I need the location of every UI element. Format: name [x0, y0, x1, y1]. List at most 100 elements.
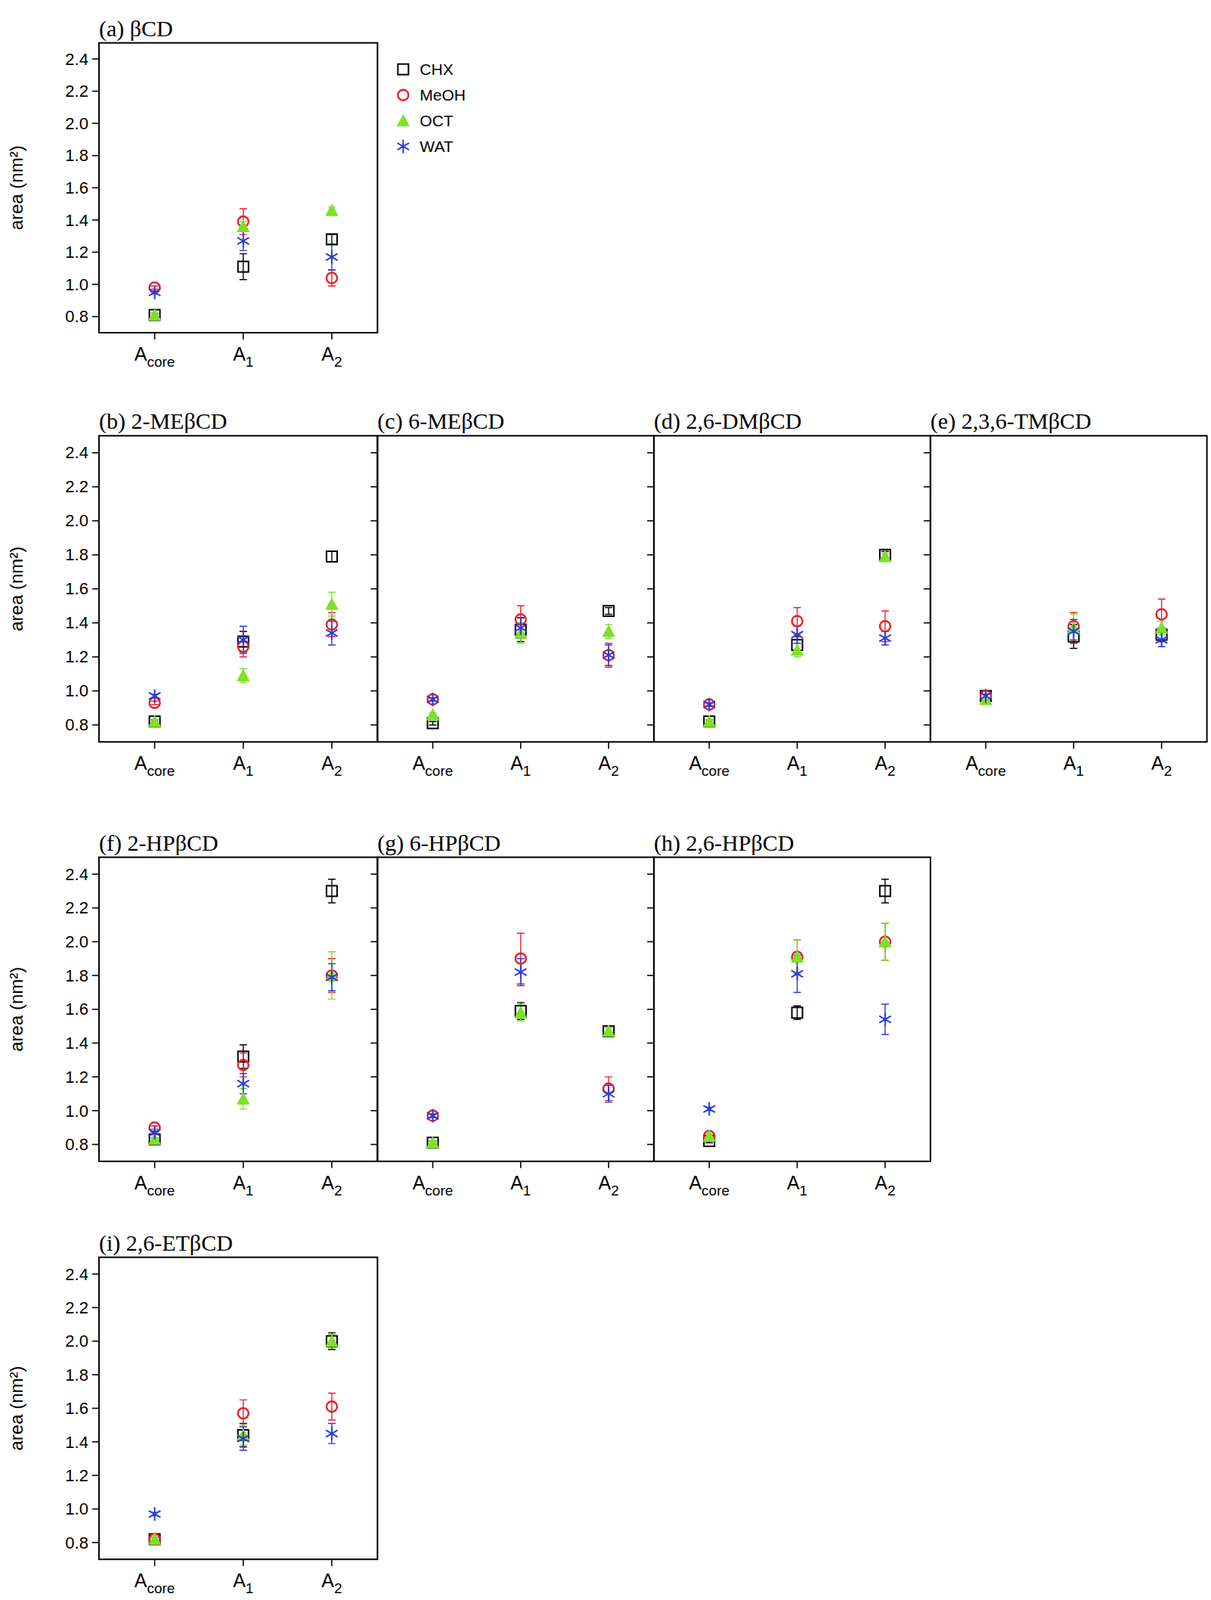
data-point: [879, 885, 891, 896]
data-point: [325, 250, 338, 264]
x-tick-label-main: A: [874, 752, 888, 774]
y-tick-label: 1.6: [65, 1398, 89, 1418]
panel: (h) 2,6-HPβCDAcoreA1A2: [647, 830, 931, 1199]
y-tick: [92, 251, 100, 254]
y-axis-label: area (nm²): [6, 1365, 27, 1450]
plot-frame: [930, 435, 1208, 742]
x-tick-label: A2: [874, 752, 896, 779]
data-point: [238, 1059, 249, 1071]
data-point: [326, 1400, 338, 1412]
y-tick: [92, 907, 100, 909]
data-point: [703, 1102, 716, 1116]
data-point: [237, 668, 250, 681]
data-point: [792, 615, 803, 626]
x-tick-label: A2: [874, 1171, 896, 1199]
y-tick: [370, 1075, 378, 1078]
data-point: [237, 632, 250, 647]
data-group: [703, 879, 892, 1146]
panel: (b) 2-MEβCD0.81.01.21.41.61.82.02.22.4Ac…: [6, 408, 378, 779]
y-tick: [647, 588, 654, 590]
plot-frame: [377, 435, 654, 742]
legend-label: CHX: [419, 60, 453, 78]
y-tick-label: 2.0: [65, 114, 89, 134]
data-point: [326, 272, 338, 284]
y-tick: [647, 1075, 654, 1078]
y-tick: [92, 1008, 100, 1010]
y-tick: [370, 873, 378, 875]
x-tick-label-sub: core: [978, 762, 1007, 779]
y-tick: [370, 974, 378, 976]
y-tick-label: 0.8: [65, 1134, 89, 1154]
x-tick-label-main: A: [688, 752, 702, 774]
data-point: [1156, 608, 1168, 620]
x-tick-label-main: A: [321, 343, 335, 365]
error-bar: [328, 551, 336, 561]
x-tick-label-main: A: [232, 343, 246, 365]
panel: (i) 2,6-ETβCD0.81.01.21.41.61.82.02.22.4…: [6, 1229, 378, 1596]
data-point: [149, 309, 161, 321]
x-tick: [154, 1161, 156, 1168]
data-point: [326, 885, 338, 896]
y-tick-label: 2.2: [65, 898, 89, 917]
data-point: [148, 1125, 162, 1140]
y-tick: [92, 283, 100, 285]
data-point: [602, 1025, 615, 1037]
y-tick-label: 0.8: [65, 715, 89, 735]
legend-label: WAT: [419, 137, 453, 155]
x-tick: [796, 741, 799, 749]
x-tick-label-sub: core: [146, 353, 175, 370]
data-point: [427, 1136, 439, 1148]
x-tick-label-sub: 1: [799, 1182, 809, 1199]
y-tick: [647, 907, 654, 909]
data-point: [237, 1076, 250, 1091]
error-bar: [239, 1399, 248, 1427]
y-tick: [92, 724, 100, 726]
x-tick-label-sub: 1: [1075, 762, 1085, 779]
x-tick-label-sub: 2: [1164, 762, 1173, 779]
y-tick: [92, 1340, 100, 1342]
data-point: [148, 1533, 162, 1545]
y-tick: [370, 452, 378, 454]
y-tick-label: 1.2: [65, 242, 89, 262]
y-tick-label: 2.2: [65, 476, 89, 496]
x-tick-label-main: A: [232, 752, 246, 774]
x-tick-label-sub: core: [424, 1182, 453, 1199]
y-tick: [923, 724, 931, 726]
x-tick-label: Acore: [134, 1171, 176, 1199]
x-tick-label: Acore: [688, 1171, 730, 1199]
y-tick-label: 2.4: [65, 442, 89, 462]
x-tick: [884, 741, 886, 749]
error-bar: [239, 253, 248, 280]
y-tick: [370, 520, 378, 522]
error-bar: [328, 879, 336, 903]
data-point: [879, 631, 892, 645]
y-tick: [92, 656, 100, 658]
x-tick: [154, 741, 156, 749]
panel-title: (d) 2,6-DMβCD: [653, 408, 802, 434]
data-point: [149, 1533, 161, 1545]
x-tick: [796, 1161, 799, 1168]
x-tick-label: A1: [786, 752, 808, 779]
plot-frame: [653, 857, 931, 1162]
y-tick: [92, 1440, 100, 1443]
data-point: [879, 935, 891, 947]
y-tick: [647, 486, 654, 488]
plot-frame: [377, 857, 654, 1162]
x-tick: [331, 332, 333, 340]
x-tick: [242, 1161, 245, 1168]
x-tick-label-main: A: [510, 752, 524, 774]
y-tick: [92, 690, 100, 692]
y-tick: [92, 1109, 100, 1112]
y-tick: [647, 941, 654, 943]
data-point: [325, 597, 338, 610]
data-point: [792, 951, 803, 963]
x-tick-label-sub: core: [701, 1182, 730, 1199]
x-tick-label-sub: 2: [334, 353, 343, 370]
error-bar: [429, 721, 437, 725]
data-point: [703, 1129, 716, 1141]
y-tick: [370, 554, 378, 556]
panel-title: (i) 2,6-ETβCD: [99, 1229, 233, 1256]
x-tick-label: A2: [321, 1569, 342, 1596]
data-point: [603, 1025, 614, 1037]
data-point: [427, 1136, 440, 1148]
